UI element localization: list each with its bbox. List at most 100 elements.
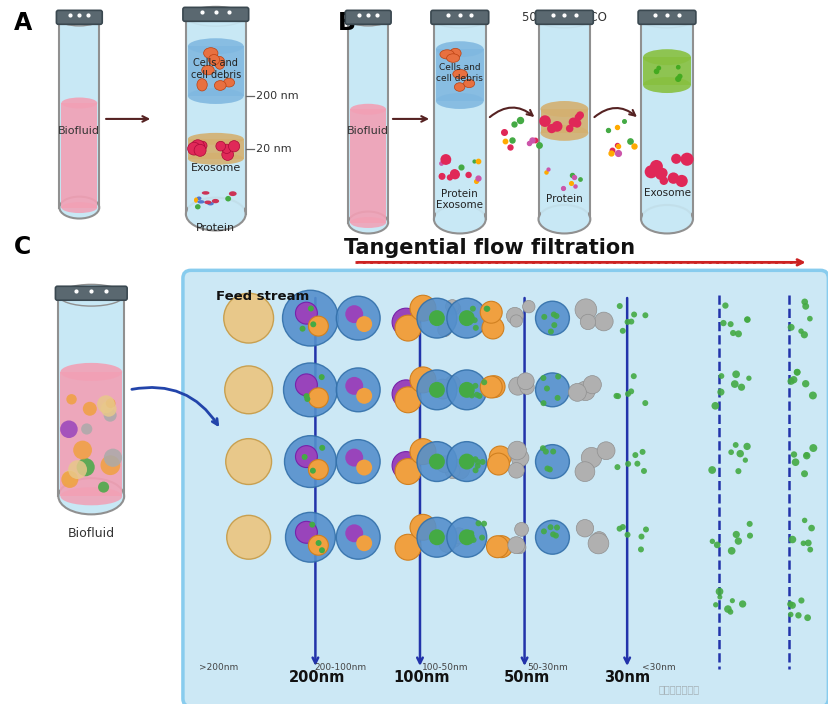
Ellipse shape <box>434 11 486 28</box>
Circle shape <box>487 453 510 475</box>
Circle shape <box>720 320 726 326</box>
Circle shape <box>553 533 559 539</box>
Text: 50nm: 50nm <box>504 670 549 685</box>
Circle shape <box>447 174 453 180</box>
Circle shape <box>395 534 421 560</box>
Circle shape <box>550 448 556 455</box>
Ellipse shape <box>454 82 465 91</box>
Text: Biofluid: Biofluid <box>58 126 100 136</box>
Ellipse shape <box>229 191 237 196</box>
Circle shape <box>793 369 800 376</box>
Circle shape <box>295 302 317 324</box>
Circle shape <box>305 396 310 402</box>
Circle shape <box>638 534 644 539</box>
Circle shape <box>437 323 452 337</box>
Circle shape <box>592 532 607 547</box>
Circle shape <box>554 395 560 401</box>
Circle shape <box>319 374 325 380</box>
Circle shape <box>548 525 554 530</box>
Ellipse shape <box>61 97 97 109</box>
Ellipse shape <box>540 101 588 117</box>
Bar <box>436 19 484 219</box>
Circle shape <box>447 302 461 315</box>
Circle shape <box>733 442 739 448</box>
Circle shape <box>655 168 666 180</box>
Circle shape <box>736 450 744 458</box>
Circle shape <box>788 612 793 618</box>
Ellipse shape <box>197 197 202 200</box>
Circle shape <box>441 154 452 165</box>
Circle shape <box>315 540 321 546</box>
Ellipse shape <box>188 133 244 145</box>
Circle shape <box>717 388 725 396</box>
Ellipse shape <box>434 205 486 233</box>
Circle shape <box>490 446 511 468</box>
Circle shape <box>620 524 626 530</box>
Circle shape <box>657 168 667 178</box>
Circle shape <box>309 535 329 556</box>
Ellipse shape <box>450 49 461 59</box>
Circle shape <box>634 460 641 467</box>
Circle shape <box>81 424 92 434</box>
Circle shape <box>569 118 578 127</box>
Ellipse shape <box>464 79 475 87</box>
Circle shape <box>711 402 719 410</box>
Circle shape <box>301 454 308 460</box>
Text: <30nm: <30nm <box>642 663 676 672</box>
Circle shape <box>475 462 481 469</box>
Circle shape <box>801 298 808 305</box>
Circle shape <box>410 515 436 540</box>
Circle shape <box>738 384 745 391</box>
Ellipse shape <box>350 217 386 228</box>
Bar <box>186 16 246 214</box>
Circle shape <box>472 383 478 389</box>
Circle shape <box>479 534 485 541</box>
Circle shape <box>61 471 78 488</box>
Circle shape <box>535 373 569 407</box>
Circle shape <box>677 74 682 79</box>
Circle shape <box>747 521 753 527</box>
Circle shape <box>474 392 480 398</box>
Circle shape <box>356 460 372 475</box>
Circle shape <box>432 379 452 399</box>
Circle shape <box>632 452 638 458</box>
Circle shape <box>575 299 597 321</box>
Ellipse shape <box>194 197 198 203</box>
Circle shape <box>808 546 813 553</box>
Circle shape <box>459 453 475 470</box>
Circle shape <box>450 460 470 479</box>
Circle shape <box>745 317 750 322</box>
Circle shape <box>476 520 481 527</box>
Circle shape <box>588 533 609 554</box>
Circle shape <box>336 296 380 340</box>
Circle shape <box>438 173 446 180</box>
Circle shape <box>410 295 436 321</box>
Circle shape <box>544 386 550 391</box>
FancyBboxPatch shape <box>56 286 127 300</box>
Text: 100-50nm: 100-50nm <box>422 663 468 672</box>
Circle shape <box>631 373 637 379</box>
Circle shape <box>459 310 475 326</box>
Circle shape <box>466 172 471 178</box>
Ellipse shape <box>643 77 691 93</box>
Ellipse shape <box>350 104 386 115</box>
Circle shape <box>735 468 741 474</box>
Circle shape <box>73 441 92 460</box>
Circle shape <box>801 331 808 338</box>
Circle shape <box>576 381 595 400</box>
Circle shape <box>597 442 615 460</box>
Circle shape <box>472 456 478 462</box>
Circle shape <box>625 461 631 467</box>
Circle shape <box>224 293 274 343</box>
Bar <box>60 19 100 207</box>
Circle shape <box>481 521 487 527</box>
FancyBboxPatch shape <box>535 11 593 24</box>
Ellipse shape <box>643 212 691 226</box>
Ellipse shape <box>643 49 691 65</box>
Circle shape <box>508 537 525 553</box>
Circle shape <box>614 464 621 470</box>
Circle shape <box>392 380 420 407</box>
Circle shape <box>471 317 478 323</box>
Text: 干细胞与外泌体: 干细胞与外泌体 <box>658 685 700 694</box>
Ellipse shape <box>540 125 588 141</box>
